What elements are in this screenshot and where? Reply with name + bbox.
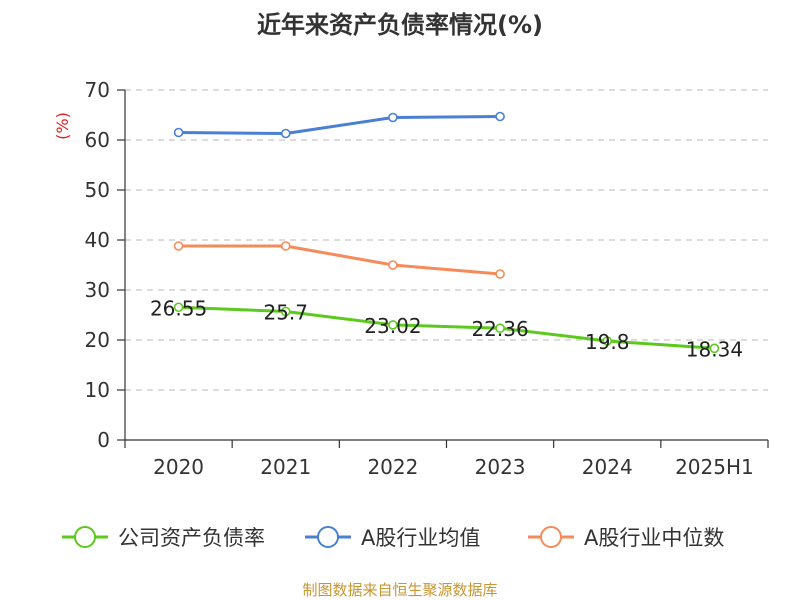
data-point [388, 260, 398, 270]
data-point [602, 336, 613, 346]
legend-marker [540, 526, 562, 548]
data-point [280, 128, 291, 139]
x-tick-label: 2023 [475, 455, 526, 479]
x-tick-label: 2024 [582, 455, 633, 479]
y-tick-label: 20 [85, 328, 110, 352]
series-line [178, 305, 715, 350]
data-point [388, 112, 398, 123]
x-tick-label: 2021 [260, 455, 311, 479]
legend-label: 公司资产负债率 [118, 526, 265, 550]
axes [117, 89, 769, 448]
chart-title: 近年来资产负债率情况(%) [257, 11, 543, 39]
x-tick-label: 2020 [153, 455, 204, 479]
y-tick-label: 50 [85, 178, 110, 202]
grid-lines [125, 89, 768, 391]
data-label: 18.34 [686, 337, 743, 361]
legend: 公司资产负债率 A股行业均值 A股行业中位数 [62, 526, 724, 550]
data-label: 22.36 [471, 317, 528, 341]
data-point [495, 323, 505, 334]
series-layer [173, 111, 720, 354]
y-tick-labels: 0 10 20 30 40 50 60 70 [85, 78, 110, 452]
data-point [280, 306, 291, 317]
legend-label: A股行业中位数 [584, 526, 724, 550]
data-label: 19.8 [585, 330, 630, 354]
source-note: 制图数据来自恒生聚源数据库 [302, 581, 497, 599]
data-point [173, 302, 184, 313]
data-point [709, 343, 720, 354]
x-tick-labels: 2020 2021 2022 2023 2024 2025H1 [153, 455, 754, 479]
series-line [178, 244, 501, 276]
data-label: 26.55 [150, 296, 207, 320]
data-label: 23.02 [364, 314, 421, 338]
y-tick-label: 30 [85, 278, 110, 302]
data-point [495, 111, 505, 122]
y-tick-label: 40 [85, 228, 110, 252]
y-tick-label: 60 [85, 128, 110, 152]
data-point [495, 269, 505, 279]
data-label: 25.7 [263, 301, 308, 325]
y-tick-label: 10 [85, 378, 110, 402]
data-point [173, 127, 184, 138]
legend-label: A股行业均值 [361, 526, 480, 550]
data-point [388, 320, 398, 330]
data-point [173, 241, 184, 251]
y-tick-label: 0 [97, 428, 110, 452]
x-tick-label: 2022 [367, 455, 418, 479]
legend-marker [317, 526, 339, 548]
y-axis-label: (%) [53, 112, 72, 140]
data-labels: 26.55 25.7 23.02 22.36 19.8 18.34 [150, 296, 743, 361]
x-tick-label: 2025H1 [675, 455, 754, 479]
data-point [280, 241, 291, 251]
legend-marker [74, 526, 96, 548]
series-line [178, 115, 501, 135]
y-tick-label: 70 [85, 78, 110, 102]
